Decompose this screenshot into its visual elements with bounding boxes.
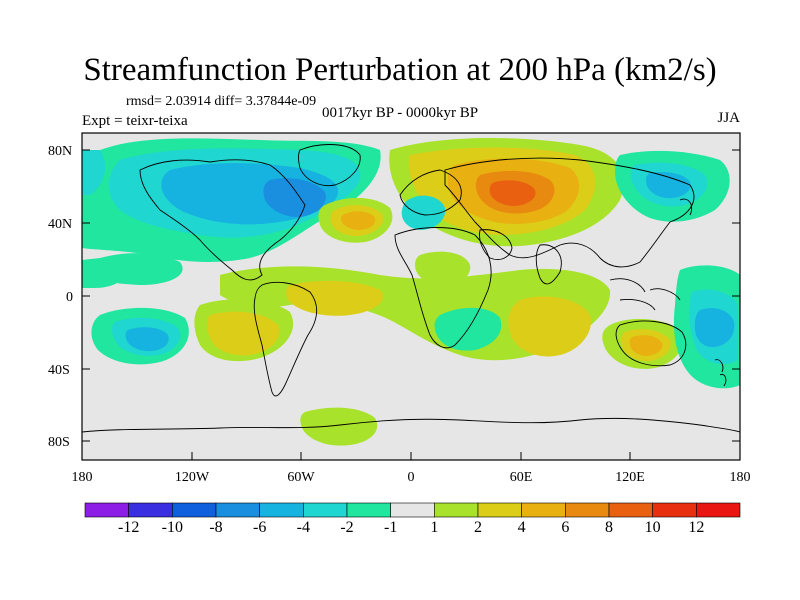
colorbar-swatch — [521, 502, 566, 518]
colorbar-label: -4 — [297, 519, 310, 536]
colorbar-swatch — [346, 502, 391, 518]
colorbar-label: -10 — [162, 519, 183, 536]
lon-label-120w: 120W — [175, 470, 210, 485]
colorbar-swatch — [259, 502, 304, 518]
lon-label-180e: 180 — [730, 470, 751, 485]
colorbar — [84, 502, 741, 518]
colorbar-labels: -12 -10 -8 -6 -4 -2 -1 1 2 4 6 8 10 12 — [118, 519, 704, 536]
colorbar-swatch — [172, 502, 217, 518]
colorbar-swatch — [215, 502, 260, 518]
colorbar-swatch — [477, 502, 522, 518]
colorbar-label: 4 — [518, 519, 526, 536]
colorbar-swatch — [696, 502, 741, 518]
coastlines — [82, 144, 740, 433]
lon-label-120e: 120E — [615, 470, 645, 485]
lat-label-40n: 40N — [48, 217, 72, 232]
lat-label-80s: 80S — [48, 435, 70, 450]
colorbar-label: 12 — [688, 519, 704, 536]
colorbar-label: -2 — [340, 519, 353, 536]
lon-label-60e: 60E — [510, 470, 533, 485]
colorbar-swatch — [434, 502, 479, 518]
colorbar-label: 2 — [474, 519, 482, 536]
colorbar-swatch — [128, 502, 173, 518]
map-title: Streamfunction Perturbation at 200 hPa (… — [83, 52, 717, 88]
lon-label-180w: 180 — [72, 470, 93, 485]
colorbar-label: -8 — [209, 519, 222, 536]
lon-ticks — [81, 452, 741, 460]
stats-text: rmsd= 2.03914 diff= 3.37844e-09 — [126, 94, 317, 109]
colorbar-label: -1 — [384, 519, 397, 536]
lat-label-80n: 80N — [48, 144, 72, 159]
colorbar-swatch — [390, 502, 435, 518]
lon-label-60w: 60W — [287, 470, 315, 485]
colorbar-swatch — [608, 502, 653, 518]
lat-label-40s: 40S — [48, 363, 70, 378]
colorbar-label: -12 — [118, 519, 139, 536]
colorbar-swatch — [652, 502, 697, 518]
colorbar-label: 10 — [645, 519, 661, 536]
colorbar-label: 8 — [605, 519, 613, 536]
lon-label-0: 0 — [408, 470, 415, 485]
lat-label-eq: 0 — [66, 290, 73, 305]
colorbar-label: 6 — [561, 519, 569, 536]
experiment-label: Expt = teixr-teixa — [82, 113, 188, 129]
colorbar-label: -6 — [253, 519, 266, 536]
contour-field — [82, 138, 740, 446]
season-label: JJA — [717, 110, 740, 126]
colorbar-swatch — [84, 502, 129, 518]
lat-ticks — [82, 149, 740, 442]
colorbar-swatch — [565, 502, 610, 518]
colorbar-swatch — [303, 502, 348, 518]
period-label: 0017kyr BP - 0000kyr BP — [322, 105, 479, 121]
colorbar-label: 1 — [430, 519, 438, 536]
